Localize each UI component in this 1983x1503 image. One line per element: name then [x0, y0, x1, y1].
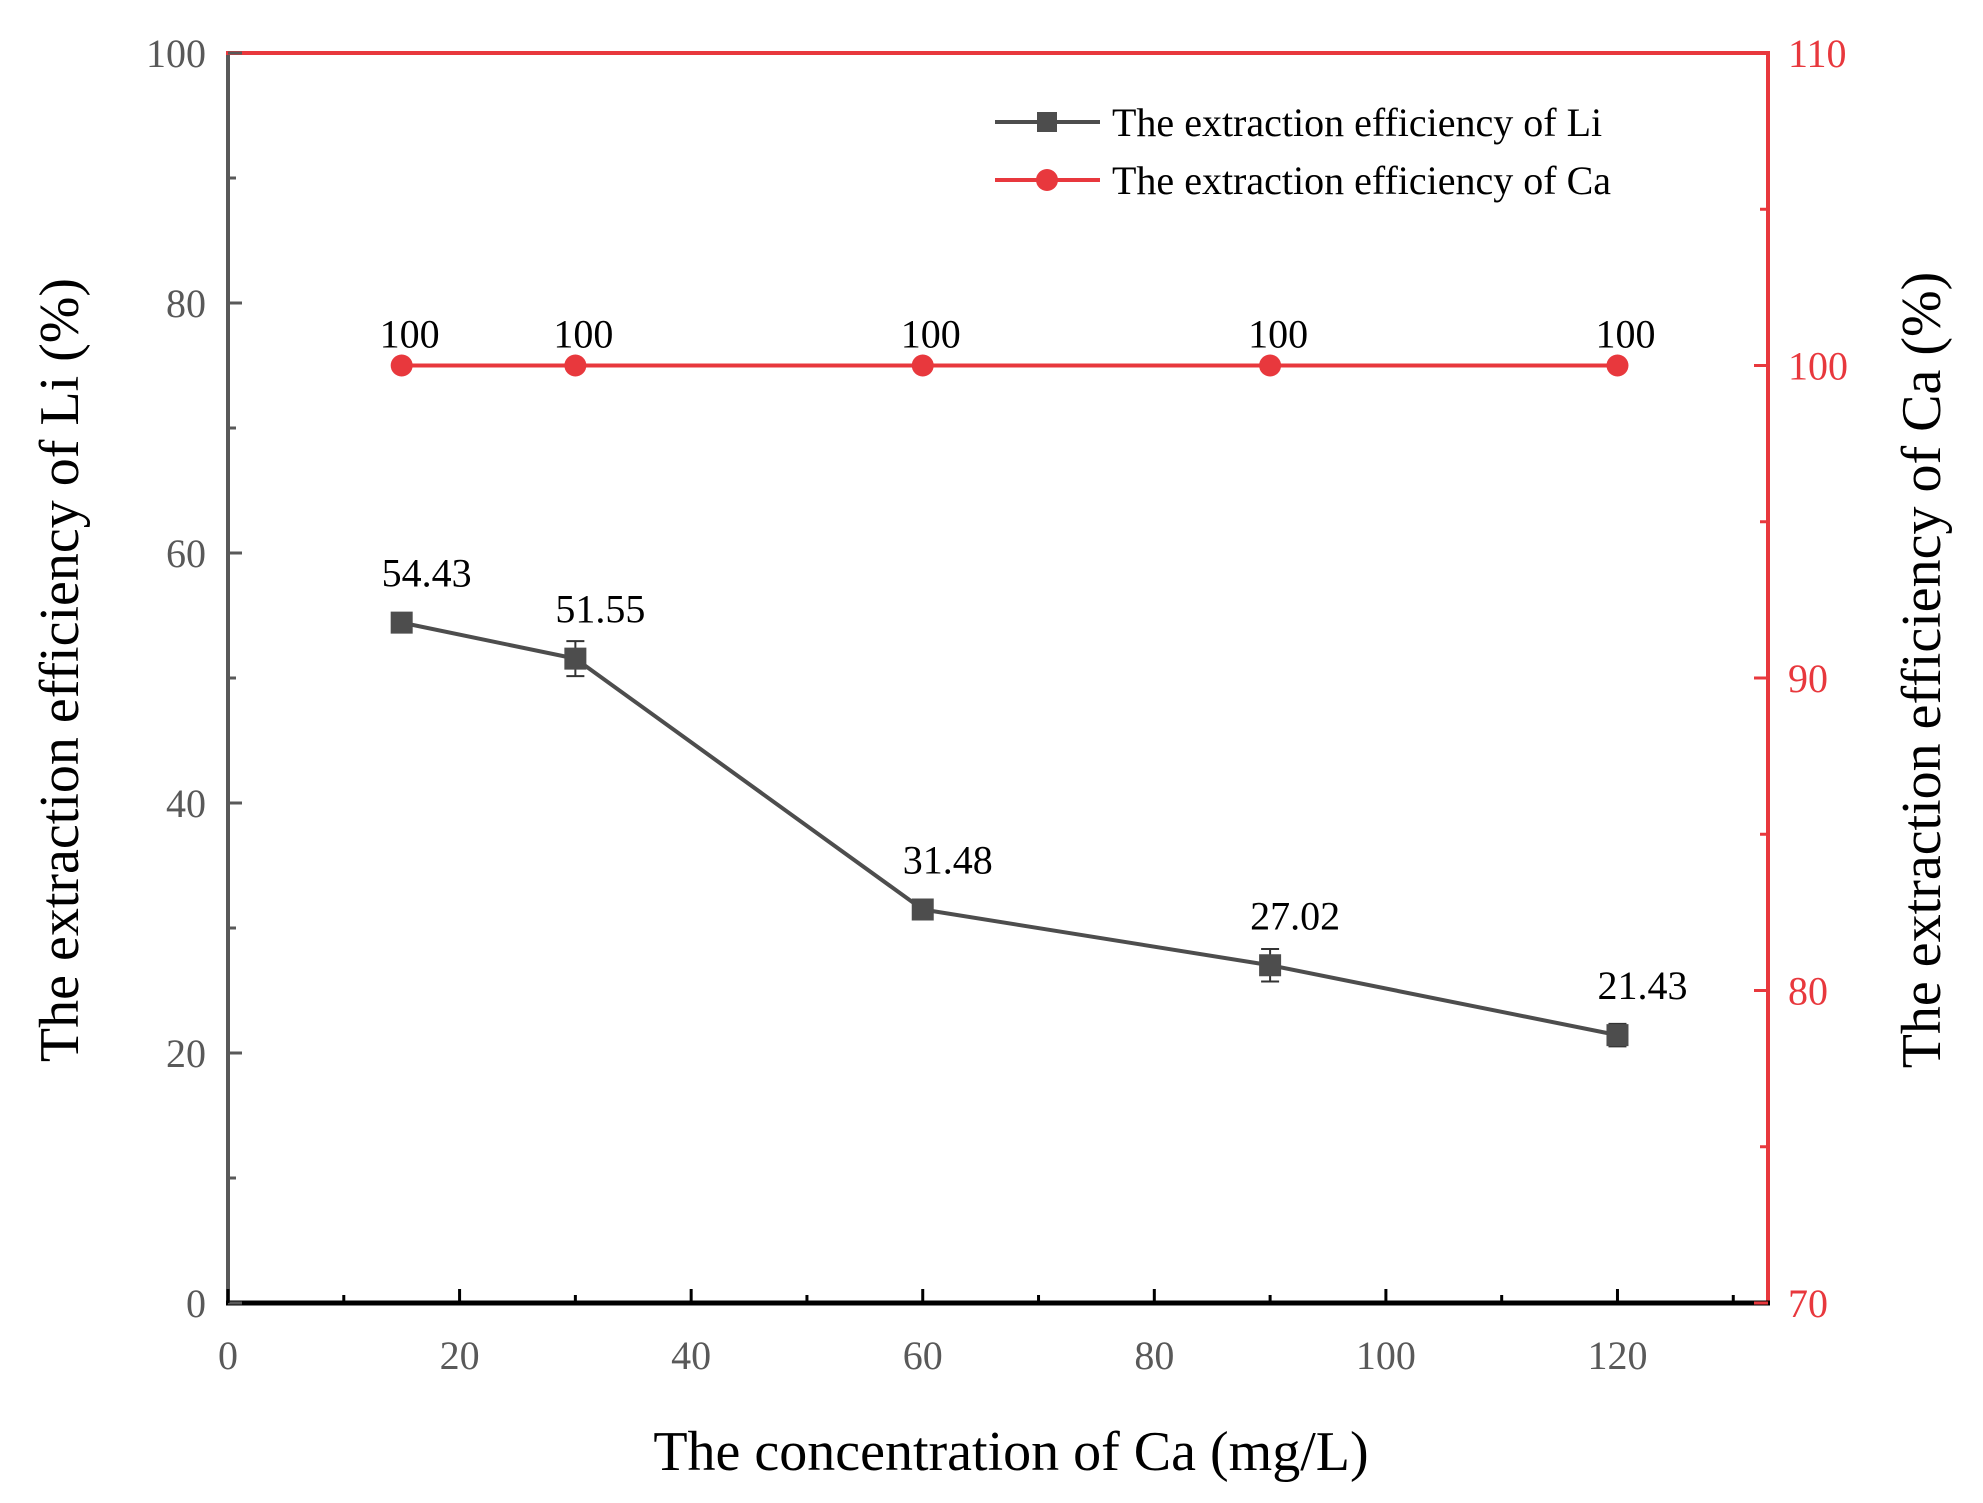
- legend: The extraction efficiency of Li The extr…: [995, 100, 1611, 203]
- li-data-label: 21.43: [1597, 963, 1687, 1008]
- x-tick-label: 120: [1587, 1333, 1647, 1378]
- x-tick-label: 40: [671, 1333, 711, 1378]
- y-right-tick-label: 110: [1788, 31, 1847, 76]
- y-right-tick-label: 80: [1788, 969, 1828, 1014]
- y-right-tick-label: 100: [1788, 344, 1848, 389]
- y-right-tick-label: 70: [1788, 1281, 1828, 1326]
- ca-data-label: 100: [901, 312, 961, 357]
- y-left-tick-label: 60: [166, 531, 206, 576]
- ca-data-label: 100: [553, 312, 613, 357]
- ca-data-label: 100: [1248, 312, 1308, 357]
- li-data-point: [564, 647, 587, 670]
- ticks-group: 0 20 40 60 80 100 70 80 90 100 110 0 20 40 60 80 100 120: [146, 31, 1848, 1378]
- ca-data-point: [1259, 354, 1282, 377]
- x-tick-label: 80: [1134, 1333, 1174, 1378]
- data-labels-group: 54.43 51.55 31.48 27.02 21.43 100 100 100 100 100: [380, 312, 1688, 1009]
- li-data-label: 54.43: [382, 551, 472, 596]
- y-left-tick-label: 40: [166, 781, 206, 826]
- x-tick-label: 20: [440, 1333, 480, 1378]
- li-data-label: 27.02: [1250, 893, 1340, 938]
- legend-li-marker: [1037, 112, 1057, 132]
- ca-data-point: [911, 354, 934, 377]
- x-tick-label: 100: [1356, 1333, 1416, 1378]
- li-data-point: [390, 611, 413, 634]
- li-data-label: 31.48: [903, 838, 993, 883]
- ca-data-point: [1606, 354, 1629, 377]
- ca-data-point: [564, 354, 587, 377]
- li-data-label: 51.55: [555, 587, 645, 632]
- ca-data-label: 100: [1595, 312, 1655, 357]
- li-data-point: [1606, 1024, 1629, 1047]
- legend-ca-label: The extraction efficiency of Ca: [1112, 158, 1611, 203]
- axes-group: [226, 51, 1770, 1306]
- li-data-point: [911, 898, 934, 921]
- y-right-tick-label: 90: [1788, 656, 1828, 701]
- x-tick-label: 0: [218, 1333, 238, 1378]
- li-series-line: [401, 620, 1618, 1038]
- series-group: [390, 354, 1629, 1048]
- x-axis-title: The concentration of Ca (mg/L): [653, 1421, 1368, 1483]
- y-left-tick-label: 20: [166, 1031, 206, 1076]
- ca-data-label: 100: [380, 312, 440, 357]
- li-data-point: [1259, 954, 1282, 977]
- legend-li-label: The extraction efficiency of Li: [1112, 100, 1602, 145]
- y-left-tick-label: 0: [186, 1281, 206, 1326]
- y-axis-left-title: The extraction efficiency of Li (%): [29, 278, 91, 1062]
- ca-data-point: [390, 354, 413, 377]
- y-axis-right-title: The extraction efficiency of Ca (%): [1891, 272, 1953, 1069]
- y-left-tick-label: 80: [166, 281, 206, 326]
- y-left-tick-label: 100: [146, 31, 206, 76]
- legend-ca-marker: [1036, 169, 1058, 191]
- x-tick-label: 60: [903, 1333, 943, 1378]
